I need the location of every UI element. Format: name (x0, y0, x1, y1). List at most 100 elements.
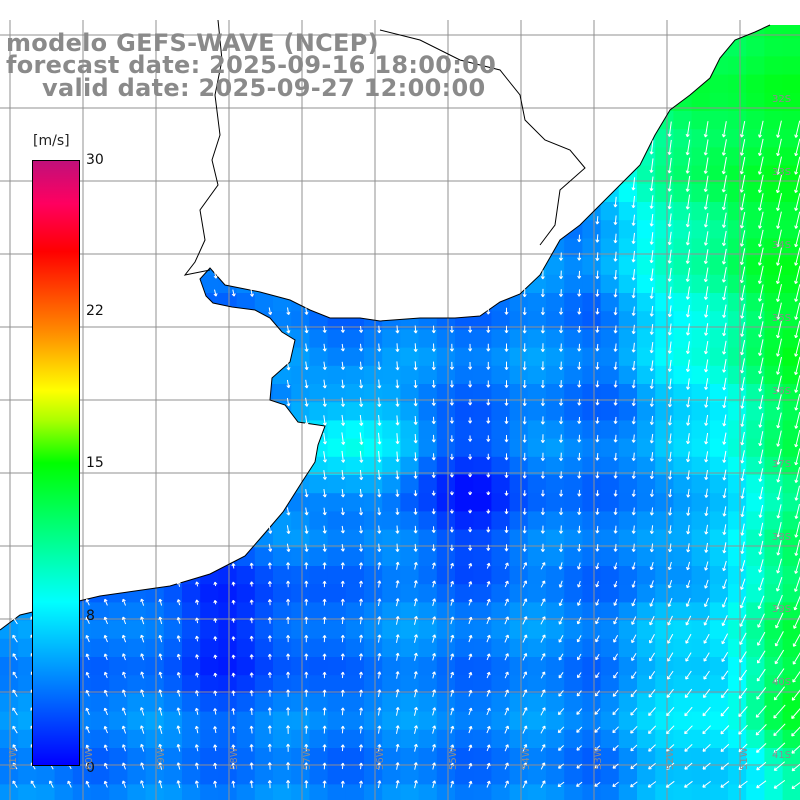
wind-arrow (139, 707, 145, 716)
wind-arrow (612, 763, 619, 769)
wind-arrow (522, 689, 528, 698)
wind-arrow (231, 636, 236, 641)
wind-arrow (631, 489, 636, 497)
wind-arrow (413, 361, 418, 371)
wind-arrow (558, 289, 564, 297)
wind-arrow (613, 598, 618, 606)
wind-arrow (668, 489, 673, 498)
wind-arrow (667, 397, 672, 408)
wind-arrow (322, 725, 327, 734)
wind-arrow (758, 321, 764, 338)
wind-arrow (432, 671, 436, 679)
wind-arrow (577, 289, 582, 297)
wind-arrow (103, 725, 108, 734)
wind-arrow (595, 216, 600, 225)
wind-arrow (720, 762, 730, 770)
wind-arrow (739, 121, 746, 138)
wind-arrow (757, 174, 764, 193)
wind-arrow (613, 489, 618, 497)
wind-arrow (486, 453, 491, 460)
wind-arrow (377, 652, 382, 661)
wind-arrow (667, 194, 672, 210)
wind-arrow (158, 743, 163, 752)
wind-arrow (286, 725, 291, 734)
wind-arrow (486, 361, 491, 370)
wind-arrow (559, 489, 564, 497)
wind-arrow (304, 653, 309, 661)
wind-arrow (595, 471, 600, 479)
wind-arrow (231, 744, 236, 752)
wind-arrow (522, 671, 528, 679)
wind-arrow (267, 725, 272, 734)
wind-arrow (341, 470, 346, 481)
wind-arrow (522, 416, 527, 425)
wind-arrow (686, 506, 691, 516)
wind-arrow (231, 725, 236, 734)
wind-arrow (631, 324, 636, 335)
wind-arrow (703, 267, 709, 283)
wind-arrow (649, 397, 654, 407)
wind-arrow (194, 725, 199, 734)
wind-arrow (522, 725, 528, 734)
wind-arrow (776, 229, 782, 248)
wind-arrow (594, 781, 601, 787)
wind-arrow (340, 598, 345, 606)
wind-arrow (286, 507, 291, 516)
wind-arrow (486, 417, 491, 424)
wind-arrow (704, 506, 709, 517)
wind-arrow (122, 762, 126, 770)
wind-arrow (631, 598, 636, 607)
wind-arrow (577, 270, 582, 279)
wind-arrow (176, 689, 181, 697)
wind-arrow (85, 707, 90, 716)
wind-arrow (377, 525, 382, 534)
wind-arrow (667, 415, 672, 426)
wind-arrow (758, 486, 764, 500)
wind-arrow (704, 396, 709, 408)
wind-arrow (231, 780, 236, 788)
wind-arrow (413, 508, 418, 515)
wind-arrow (340, 361, 345, 370)
wind-arrow (667, 615, 673, 626)
wind-arrow (685, 157, 691, 174)
wind-arrow (558, 672, 564, 679)
wind-arrow (540, 398, 545, 407)
wind-arrow (631, 616, 637, 625)
wind-arrow (322, 671, 327, 679)
wind-arrow (213, 654, 218, 659)
wind-arrow (413, 689, 418, 698)
wind-arrow (431, 526, 436, 533)
wind-arrow (449, 491, 454, 496)
wind-arrow (468, 744, 473, 752)
wind-arrow (395, 706, 400, 716)
wind-arrow (195, 599, 200, 605)
wind-arrow (468, 581, 473, 587)
wind-arrow (685, 633, 692, 644)
wind-arrow (740, 560, 746, 572)
wind-arrow (648, 689, 656, 698)
wind-arrow (359, 744, 364, 752)
wind-arrow (667, 378, 672, 390)
wind-arrow (558, 252, 564, 261)
wind-arrow (431, 472, 436, 478)
lon-label-53w: 53W (593, 747, 604, 770)
wind-arrow (121, 780, 127, 788)
wind-arrow (359, 543, 364, 552)
wind-arrow (613, 343, 618, 352)
wind-arrow (486, 307, 491, 315)
wind-arrow (322, 562, 327, 570)
wind-arrow (702, 762, 711, 770)
wind-arrow (667, 267, 672, 282)
wind-arrow (121, 689, 126, 697)
wind-arrow (631, 434, 636, 443)
wind-arrow (176, 780, 181, 789)
wind-arrow (739, 230, 746, 247)
wind-arrow (194, 744, 199, 752)
wind-arrow (630, 763, 638, 770)
wind-arrow (613, 562, 618, 570)
wind-arrow (304, 707, 309, 716)
wind-arrow (668, 470, 672, 480)
wind-arrow (195, 672, 200, 678)
wind-arrow (776, 467, 782, 483)
wind-arrow (413, 379, 418, 389)
